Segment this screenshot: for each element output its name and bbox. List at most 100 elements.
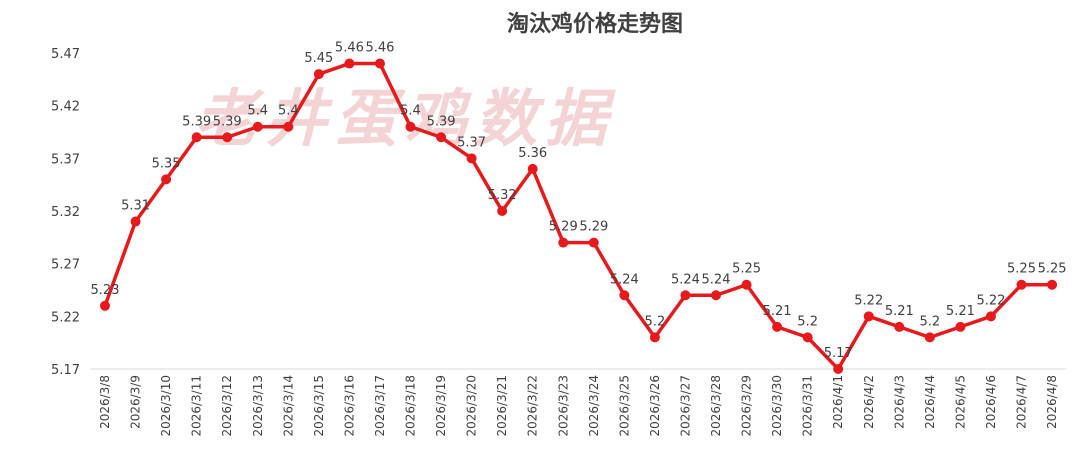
data-label: 5.21 [946, 304, 975, 319]
x-tick-label: 2026/3/10 [159, 375, 173, 437]
x-tick-label: 2026/3/27 [678, 375, 692, 437]
data-point [1047, 279, 1058, 290]
x-tick-label: 2026/4/3 [892, 375, 906, 429]
data-label: 5.23 [91, 283, 120, 298]
data-point [711, 290, 721, 301]
data-point [649, 332, 660, 343]
y-tick-label: 5.27 [51, 258, 80, 273]
data-label: 5.25 [1007, 262, 1036, 277]
data-point [283, 121, 294, 132]
data-point [863, 311, 874, 322]
y-tick-label: 5.32 [51, 205, 80, 220]
data-label: 5.36 [518, 146, 547, 161]
data-label: 5.22 [976, 293, 1005, 308]
x-tick-label: 2026/3/18 [404, 375, 418, 437]
data-point [833, 364, 844, 374]
data-point [985, 311, 996, 322]
data-label: 5.46 [335, 41, 364, 56]
data-label: 5.4 [400, 104, 421, 119]
data-point [527, 163, 538, 174]
y-tick-label: 5.17 [51, 363, 80, 378]
x-tick-label: 2026/3/14 [281, 375, 295, 437]
x-tick-label: 2026/4/4 [923, 375, 937, 429]
series-line [103, 61, 1053, 371]
data-label: 5.2 [920, 314, 941, 329]
data-label: 5.21 [763, 304, 792, 319]
data-label: 5.17 [824, 346, 853, 361]
x-tick-label: 2026/3/19 [434, 375, 448, 437]
data-point [497, 206, 508, 216]
data-label: 5.24 [702, 272, 731, 287]
data-point [161, 174, 172, 185]
data-label: 5.32 [488, 188, 517, 203]
data-point [741, 279, 752, 290]
x-tick-label: 2026/3/8 [98, 375, 112, 429]
x-tick-label: 2026/3/20 [465, 375, 479, 437]
x-tick-label: 2026/4/7 [1015, 375, 1029, 429]
x-tick-label: 2026/3/13 [251, 375, 265, 437]
data-label: 5.46 [365, 41, 394, 56]
data-point [588, 237, 599, 248]
x-tick-label: 2026/3/26 [648, 375, 662, 437]
data-label: 5.24 [671, 272, 700, 287]
data-label: 5.31 [121, 199, 150, 214]
data-point [802, 332, 813, 343]
data-label: 5.37 [457, 135, 486, 150]
y-tick-label: 5.47 [51, 47, 80, 62]
data-point [374, 58, 385, 69]
data-label: 5.29 [579, 220, 608, 235]
x-tick-label: 2026/3/28 [709, 375, 723, 437]
x-tick-label: 2026/3/15 [312, 375, 326, 437]
x-tick-label: 2026/3/17 [373, 375, 387, 437]
data-label: 5.2 [797, 314, 818, 329]
data-point [924, 332, 935, 343]
data-point [466, 153, 477, 164]
data-point [191, 132, 202, 143]
data-labels: 5.235.315.355.39 5.395.4 5.45.455.46 5.465.… [91, 41, 1067, 361]
x-tick-label: 2026/3/30 [770, 375, 784, 437]
data-point [772, 321, 783, 332]
data-label: 5.25 [1038, 262, 1067, 277]
x-tick-label: 2026/3/25 [617, 375, 631, 437]
data-point [130, 216, 141, 227]
data-label: 5.25 [732, 262, 761, 277]
x-tick-label: 2026/4/6 [984, 375, 998, 429]
data-point [405, 121, 416, 132]
data-label: 5.39 [213, 114, 242, 129]
data-point [619, 290, 630, 301]
series-price [100, 58, 1058, 374]
x-tick-label: 2026/3/9 [129, 375, 143, 429]
data-label: 5.39 [182, 114, 211, 129]
data-point [1016, 279, 1027, 290]
data-label: 5.29 [549, 220, 578, 235]
data-label: 5.45 [304, 51, 333, 66]
data-label: 5.4 [278, 104, 299, 119]
x-tick-label: 2026/4/5 [953, 375, 967, 429]
data-label: 5.4 [247, 104, 268, 119]
y-tick-label: 5.22 [51, 310, 80, 325]
x-tick-label: 2026/3/16 [342, 375, 356, 437]
y-tick-label: 5.37 [51, 152, 80, 167]
data-label: 5.22 [854, 293, 883, 308]
data-point [894, 321, 905, 332]
x-tick-label: 2026/3/29 [740, 375, 754, 437]
x-tick-label: 2026/3/21 [495, 375, 509, 437]
data-point [558, 237, 569, 248]
data-label: 5.24 [610, 272, 639, 287]
x-tick-label: 2026/3/12 [220, 375, 234, 437]
x-tick-label: 2026/3/11 [190, 375, 204, 437]
y-tick-label: 5.42 [51, 100, 80, 115]
data-point [252, 121, 263, 132]
data-point [222, 132, 233, 143]
data-label: 5.2 [645, 314, 666, 329]
x-tick-label: 2026/4/2 [862, 375, 876, 429]
data-point [955, 321, 966, 332]
watermark-text: 老井蛋鸡数据 [195, 82, 616, 155]
data-point [100, 300, 110, 311]
x-axis: 2026/3/8 2026/3/9 2026/3/10 2026/3/11 2026/3… [90, 368, 1066, 437]
chart-title: 淘汰鸡价格走势图 [507, 11, 683, 37]
x-tick-label: 2026/3/22 [526, 375, 540, 437]
x-tick-label: 2026/4/8 [1045, 375, 1059, 429]
x-tick-label: 2026/4/1 [831, 375, 845, 429]
